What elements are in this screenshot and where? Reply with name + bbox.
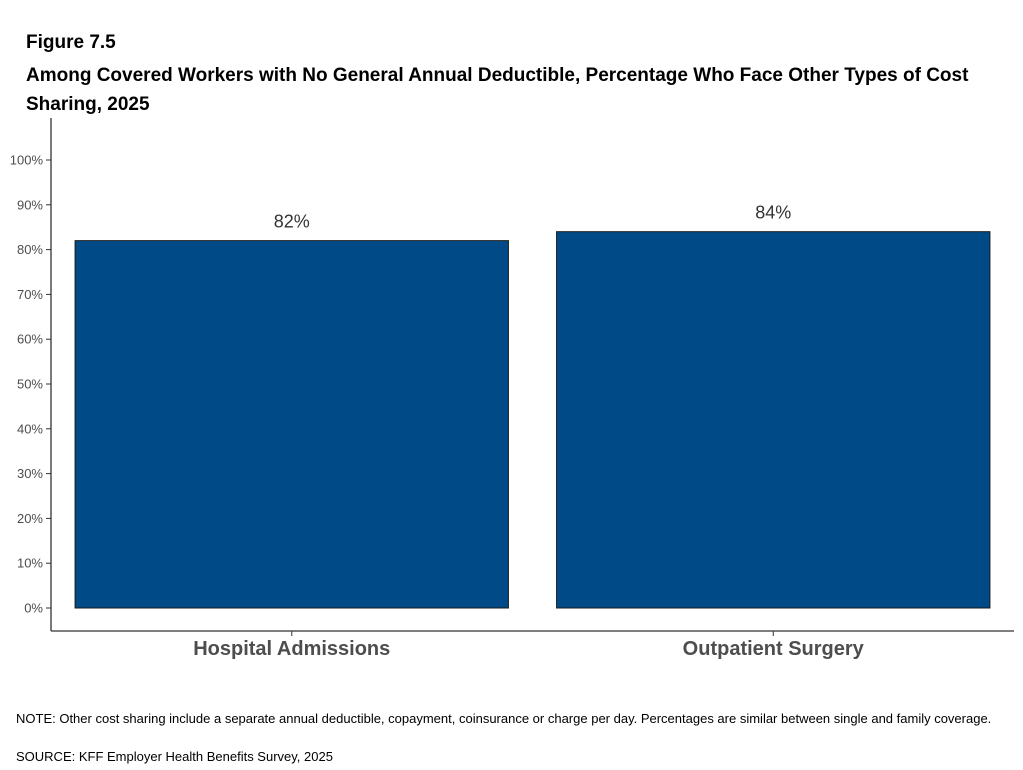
x-tick-label: Outpatient Surgery — [683, 638, 865, 660]
y-tick-label: 0% — [24, 601, 43, 616]
data-label: 82% — [274, 212, 310, 232]
data-label: 84% — [755, 203, 791, 223]
chart-note: NOTE: Other cost sharing include a separ… — [16, 711, 992, 726]
y-tick-label: 50% — [17, 377, 43, 392]
chart-title: Among Covered Workers with No General An… — [26, 65, 969, 115]
y-tick-label: 80% — [17, 242, 43, 257]
y-tick-label: 70% — [17, 287, 43, 302]
y-tick-label: 60% — [17, 332, 43, 347]
bar-chart: 0% 10% 20% 30% 40% 50% 60% 70% 80% 90% 100% 82% Hosp… — [10, 118, 1014, 660]
y-tick-label: 100% — [10, 153, 44, 168]
bar — [74, 240, 509, 609]
bar — [556, 231, 991, 609]
figure-label: Figure 7.5 — [26, 32, 116, 53]
y-tick-label: 30% — [17, 466, 43, 481]
chart-source: SOURCE: KFF Employer Health Benefits Sur… — [16, 749, 333, 764]
y-tick-label: 10% — [17, 556, 43, 571]
y-tick-label: 20% — [17, 511, 43, 526]
y-tick-label: 90% — [17, 197, 43, 212]
x-tick-label: Hospital Admissions — [193, 638, 390, 660]
y-tick-label: 40% — [17, 421, 43, 436]
